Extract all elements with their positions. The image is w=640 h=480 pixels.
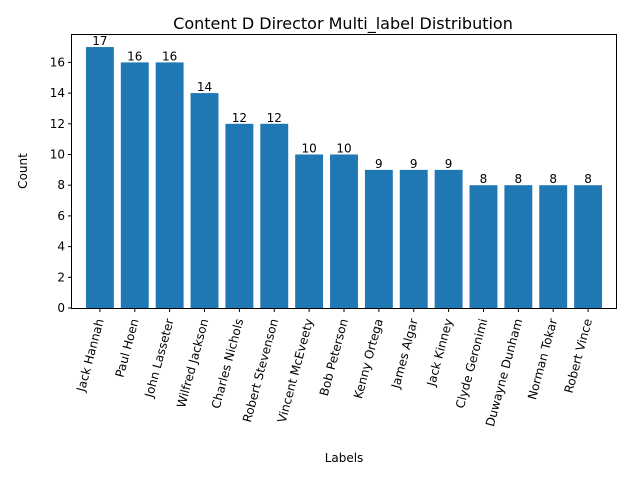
- y-tick-label: 10: [50, 148, 65, 162]
- x-tick-label: Clyde Geronimi: [453, 317, 490, 410]
- x-tick-label: John Lasseter: [142, 317, 177, 400]
- bar: [190, 93, 219, 308]
- bar-value-label: 16: [127, 49, 142, 63]
- bar-value-label: 10: [301, 142, 316, 156]
- x-tick-label: Kenny Ortega: [351, 317, 386, 400]
- bar: [399, 169, 428, 308]
- y-tick-label: 0: [57, 301, 65, 315]
- bar-value-label: 12: [232, 111, 247, 125]
- bar-value-label: 16: [162, 49, 177, 63]
- bar-value-label: 8: [549, 172, 557, 186]
- bar: [364, 169, 393, 308]
- y-tick-label: 12: [50, 117, 65, 131]
- x-tick-label: Bob Peterson: [317, 317, 351, 397]
- bar: [574, 185, 603, 308]
- y-tick-label: 4: [57, 240, 65, 254]
- x-tick-label: Robert Vince: [562, 317, 595, 394]
- bar-value-label: 17: [92, 34, 107, 48]
- y-tick-label: 14: [50, 86, 65, 100]
- plot-frame: [71, 34, 617, 309]
- bar-value-label: 10: [336, 142, 351, 156]
- x-tick-label: Paul Hoen: [113, 317, 142, 379]
- y-axis-label: Count: [16, 153, 30, 189]
- x-tick-label: Wilfred Jackson: [174, 317, 211, 409]
- x-axis-label: Labels: [325, 451, 364, 465]
- y-axis: 0 2 4 6 8 10 12 14 16: [50, 55, 72, 315]
- bar-value-label: 8: [515, 172, 523, 186]
- bar: [260, 123, 289, 308]
- bar: [434, 169, 463, 308]
- bar: [539, 185, 568, 308]
- bar-value-label: 14: [197, 80, 212, 94]
- x-tick-label: James Algar: [388, 317, 420, 391]
- bar: [85, 47, 114, 309]
- x-tick-label: Robert Stevenson: [240, 317, 281, 424]
- x-tick-label: Duwayne Dunham: [483, 317, 525, 428]
- bar-value-label: 9: [445, 157, 453, 171]
- bar: [155, 62, 184, 309]
- bar: [225, 123, 254, 308]
- bar-value-label: 9: [375, 157, 383, 171]
- bar-value-label: 8: [584, 172, 592, 186]
- x-axis: Jack Hannah Paul Hoen John LasseterWilfred…: [74, 308, 595, 428]
- bar-value-label: 8: [480, 172, 488, 186]
- x-tick-label: Jack Hannah: [74, 317, 107, 394]
- bar: [295, 154, 324, 308]
- y-tick-label: 2: [57, 270, 65, 284]
- bars-group: [85, 47, 603, 309]
- x-tick-label: Vincent McEveety: [275, 317, 316, 424]
- bar: [469, 185, 498, 308]
- bar: [120, 62, 149, 309]
- x-tick-label: Charles Nichols: [209, 317, 246, 410]
- y-tick-label: 6: [57, 209, 65, 223]
- chart-title: Content D Director Multi_label Distribut…: [173, 14, 513, 34]
- bar-labels-group: 17 16 16 14 12 12 10 10 9 9 9 8 8 8 8: [92, 34, 592, 186]
- bar: [330, 154, 358, 308]
- y-tick-label: 16: [50, 55, 65, 69]
- bar-value-label: 9: [410, 157, 418, 171]
- bar-value-label: 12: [267, 111, 282, 125]
- x-tick-label: Jack Kinney: [424, 317, 456, 388]
- x-tick-label: Norman Tokar: [525, 317, 560, 401]
- bar: [504, 185, 533, 308]
- y-tick-label: 8: [57, 178, 65, 192]
